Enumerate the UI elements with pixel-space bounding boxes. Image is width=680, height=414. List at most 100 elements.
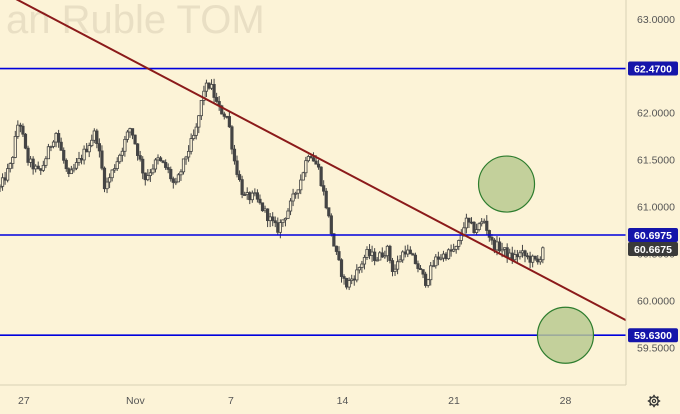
candle-body: [54, 133, 58, 143]
candle-body: [146, 175, 150, 181]
candle-body: [525, 255, 530, 258]
candle-body: [235, 160, 239, 175]
candle-body: [416, 263, 420, 269]
candle-body: [477, 223, 481, 230]
candle-body: [299, 179, 303, 191]
candle-body: [0, 177, 5, 187]
price-badge-label: 60.6675: [634, 244, 672, 256]
candle-body: [209, 84, 214, 89]
price-axis-panel[interactable]: [626, 0, 680, 385]
candle-body: [454, 245, 458, 250]
candle-body: [59, 141, 63, 151]
gear-tooth: [649, 396, 652, 399]
candle-body: [204, 82, 209, 92]
candle-body: [34, 165, 38, 170]
candle-body: [258, 198, 262, 204]
candle-body: [311, 157, 316, 162]
candle-body: [503, 247, 507, 250]
candle-body: [197, 115, 201, 128]
candle-body: [92, 130, 96, 141]
candle-body: [375, 259, 379, 262]
candle-body: [202, 90, 206, 101]
candle-body: [49, 146, 53, 148]
y-tick-label: 62.0000: [637, 108, 675, 120]
candle-body: [31, 158, 35, 170]
price-badges: 62.4700 60.6975 60.6675 59.6300: [628, 61, 678, 343]
candle-body: [90, 139, 94, 147]
candle-body: [107, 177, 112, 183]
candle-body: [357, 267, 361, 271]
candle-body: [510, 252, 514, 261]
trend-line-layer: [15, 0, 627, 322]
price-badge: [628, 241, 678, 256]
candle-body: [421, 269, 425, 275]
candle-body: [362, 257, 367, 265]
candle-body: [306, 156, 310, 162]
candle-body: [28, 158, 33, 163]
candle-body: [541, 247, 545, 261]
candle-body: [322, 185, 326, 192]
candle-body: [490, 236, 494, 241]
candle-body: [255, 192, 260, 200]
candle-body: [151, 168, 155, 174]
candle-body: [26, 147, 30, 163]
candle-body: [227, 116, 231, 128]
candle-body: [166, 167, 170, 170]
candle-body: [118, 154, 122, 163]
candle-body: [495, 241, 499, 251]
candle-body: [51, 141, 56, 147]
candle-body: [431, 265, 435, 268]
gear-tooth: [649, 403, 652, 406]
candle-body: [531, 255, 535, 263]
candle-body: [181, 158, 186, 173]
candle-body: [314, 160, 318, 165]
candle-body: [23, 133, 28, 149]
candle-body: [240, 179, 244, 195]
candle-body: [169, 169, 173, 180]
candle-body: [367, 249, 372, 256]
x-tick-label: 28: [560, 395, 572, 407]
price-badge-label: 62.4700: [634, 64, 672, 76]
candle-body: [395, 261, 400, 270]
price-badge-label: 59.6300: [634, 330, 672, 342]
candle-body: [250, 192, 254, 201]
candle-body: [3, 177, 7, 181]
candle-body: [439, 257, 443, 260]
candle-body: [474, 229, 479, 233]
candle-body: [271, 216, 275, 222]
candle-body: [79, 158, 84, 161]
candle-body: [105, 181, 109, 190]
candle-body: [449, 249, 453, 252]
candle-body: [156, 157, 160, 161]
candle-body: [120, 150, 124, 156]
candle-body: [225, 115, 229, 118]
y-tick-label: 60.0000: [637, 295, 675, 307]
candle-body: [347, 280, 351, 288]
candle-body: [184, 156, 188, 160]
candle-body: [39, 168, 43, 171]
candle-body: [248, 192, 252, 201]
candle-body: [467, 217, 471, 223]
candle-body: [472, 221, 476, 233]
candle-body: [373, 251, 377, 261]
candle-body: [87, 145, 91, 153]
candle-body: [69, 169, 73, 175]
candle-body: [388, 245, 392, 261]
candle-body: [215, 97, 219, 102]
candle-body: [153, 159, 158, 170]
candle-body: [291, 193, 295, 202]
candle-body: [533, 255, 537, 260]
candle-body: [57, 133, 61, 143]
candle-body: [130, 128, 135, 136]
candle-body: [82, 148, 86, 161]
trend-line: [15, 0, 627, 322]
x-tick-label: 27: [18, 395, 30, 407]
candle-body: [434, 256, 438, 267]
candle-body: [194, 126, 198, 136]
candles-layer: [0, 78, 545, 291]
gear-icon[interactable]: [647, 394, 661, 408]
candle-body: [469, 221, 474, 224]
candle-body: [500, 248, 504, 252]
